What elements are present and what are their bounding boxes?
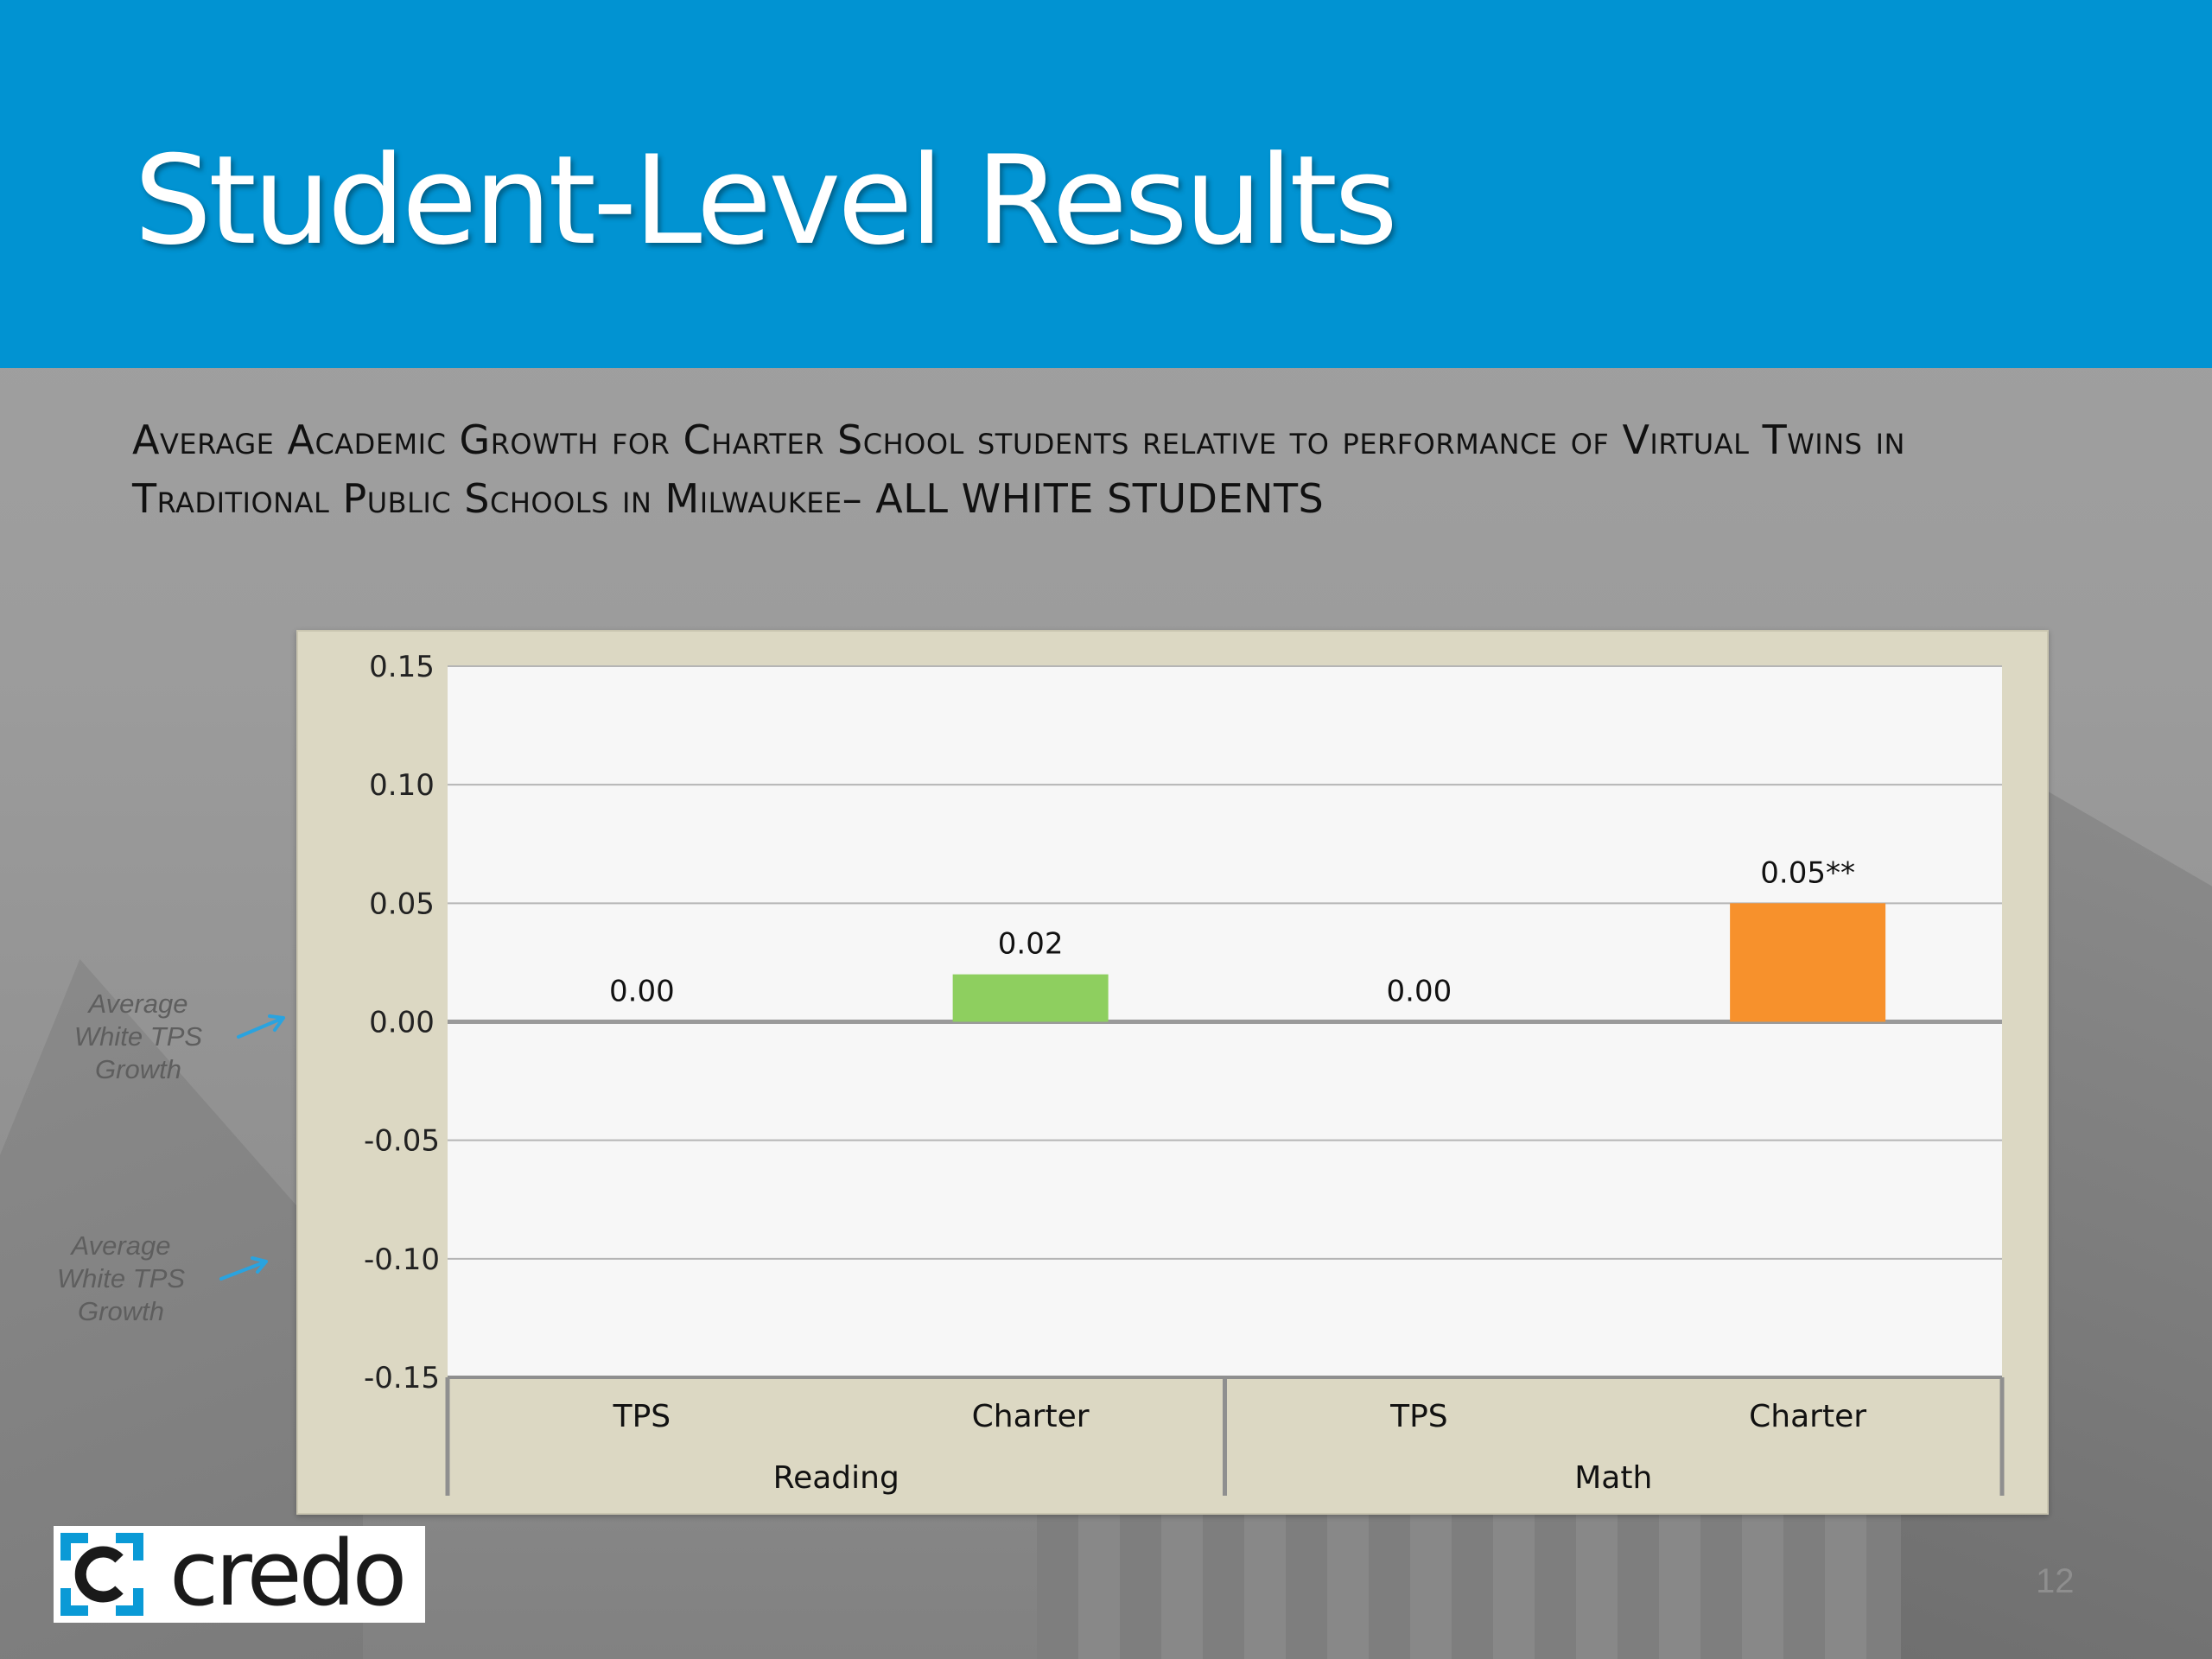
x-category-label: Charter — [1749, 1399, 1866, 1434]
title-band: Student-Level Results — [0, 0, 2212, 368]
chart-frame: 0.15 0.10 0.05 0.00 -0.05 -0.10 -0.15 0.00 TPS 0.… — [296, 630, 2049, 1515]
y-tick-label: 0.10 — [369, 768, 435, 803]
y-tick-label: 0.05 — [369, 887, 435, 921]
bar-chart: 0.15 0.10 0.05 0.00 -0.05 -0.10 -0.15 0.00 TPS 0.… — [364, 650, 2005, 1496]
y-tick-label: -0.15 — [364, 1361, 440, 1395]
x-category-label: TPS — [613, 1399, 671, 1434]
data-label: 0.05** — [1760, 855, 1855, 890]
data-label: 0.02 — [998, 927, 1064, 962]
credo-logo-mark-icon — [60, 1533, 143, 1616]
page-number: 12 — [2036, 1562, 2075, 1600]
y-tick-label: -0.10 — [364, 1243, 440, 1277]
x-group-label: Math — [1574, 1460, 1652, 1496]
x-category-label: TPS — [1389, 1399, 1448, 1434]
data-label: 0.00 — [609, 975, 675, 1009]
credo-logo-text: credo — [169, 1521, 407, 1626]
bar — [952, 974, 1109, 1022]
x-group-label: Reading — [773, 1460, 899, 1496]
slide-title: Student-Level Results — [134, 130, 1398, 272]
arrow-icon — [219, 1256, 268, 1281]
data-label: 0.00 — [1387, 975, 1452, 1009]
y-tick-label: 0.00 — [369, 1006, 435, 1040]
x-category-label: Charter — [972, 1399, 1090, 1434]
y-tick-label: -0.05 — [364, 1124, 440, 1159]
chart-subtitle: Average Academic Growth for Charter Scho… — [132, 416, 1905, 522]
background-building-bottom — [1037, 1503, 1901, 1659]
credo-logo: credo — [54, 1521, 425, 1626]
y-tick-label: 0.15 — [369, 650, 435, 684]
callout-average-white-tps-growth-2: Average White TPS Growth — [56, 1230, 186, 1326]
arrow-icon — [237, 1014, 285, 1039]
callout-average-white-tps-growth: Average White TPS Growth — [73, 988, 203, 1084]
bar — [1730, 903, 1886, 1022]
